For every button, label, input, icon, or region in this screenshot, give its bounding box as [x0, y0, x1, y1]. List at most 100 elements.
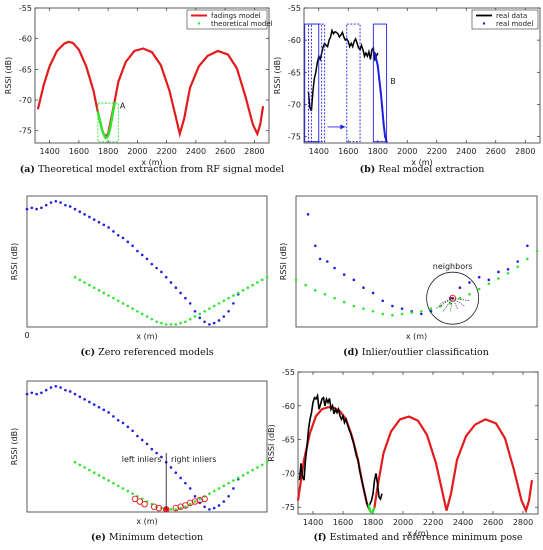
- blue-point: [136, 249, 139, 253]
- blue-point: [487, 278, 491, 282]
- blue-point: [150, 262, 154, 266]
- blue-point: [381, 299, 385, 303]
- x-tick-label: 2800: [515, 147, 535, 156]
- window-rect: [346, 23, 361, 143]
- green-point: [265, 460, 269, 464]
- x-tick-label: 1800: [98, 147, 118, 156]
- green-point: [131, 492, 134, 495]
- caption-text: Inlier/outlier classification: [359, 347, 489, 358]
- real-model-point: [381, 106, 384, 109]
- blue-point: [49, 386, 53, 389]
- green-point: [323, 292, 327, 296]
- y-axis-label: RSSI (dB): [10, 243, 19, 280]
- green-point: [217, 487, 221, 490]
- inlier-marker: [150, 503, 158, 511]
- blue-point: [400, 307, 404, 310]
- green-point: [174, 323, 178, 326]
- green-point: [232, 294, 235, 297]
- green-point: [333, 296, 336, 300]
- green-point: [131, 307, 134, 310]
- blue-point: [116, 419, 120, 422]
- green-point: [236, 476, 240, 480]
- shift-arrow-head: [340, 124, 346, 130]
- x-tick-label: 2600: [215, 147, 235, 156]
- blue-point: [371, 291, 375, 295]
- blue-point: [188, 302, 192, 305]
- x-axis-label: x (m): [136, 517, 157, 526]
- window-rect: [372, 23, 388, 143]
- blue-point: [326, 260, 329, 263]
- blue-point: [179, 291, 182, 295]
- y-tick-label: -55: [288, 4, 301, 13]
- x-axis-label: x (m): [406, 332, 427, 341]
- blue-point: [217, 319, 221, 322]
- green-point: [260, 463, 264, 467]
- green-point: [193, 315, 197, 318]
- green-point: [193, 500, 197, 503]
- y-tick-label: -55: [282, 368, 295, 377]
- blue-point: [203, 505, 206, 509]
- panel-b: 1400 1600 1800 2000 2200 2400 2600 2800 -55 -60 -6…: [273, 4, 541, 175]
- caption: (b) Real model extraction: [360, 164, 485, 175]
- annotation-neighbors: neighbors: [433, 262, 473, 271]
- green-point: [227, 481, 230, 485]
- blue-point: [458, 286, 462, 290]
- panel-c: 0 x (m) RSSI (dB) (c) Zero referenced model…: [10, 195, 269, 358]
- blue-point: [174, 286, 178, 290]
- x-tick-label: 2000: [127, 147, 147, 156]
- green-point: [97, 474, 101, 477]
- annotation-left-inliers: left inliers: [122, 455, 162, 464]
- axes-frame: [26, 380, 268, 513]
- y-tick-label: -60: [282, 402, 295, 411]
- green-point: [169, 323, 173, 326]
- green-point: [381, 312, 385, 316]
- green-point: [97, 289, 101, 292]
- blue-point: [83, 398, 86, 401]
- green-point: [73, 275, 77, 279]
- blue-point: [333, 266, 336, 270]
- x-tick-label: 2600: [486, 147, 506, 156]
- green-point: [88, 283, 91, 287]
- green-point: [313, 289, 317, 292]
- blue-point: [35, 392, 38, 396]
- inlier-marker: [172, 504, 180, 512]
- blue-point: [83, 213, 86, 216]
- blue-point: [184, 296, 187, 300]
- blue-point: [155, 266, 158, 270]
- x-tick-label: 2200: [423, 518, 443, 527]
- green-point: [256, 281, 259, 284]
- neighbor-link: [435, 297, 453, 309]
- blue-point: [40, 206, 43, 210]
- green-point: [121, 302, 125, 305]
- legend-label: theoretical model: [211, 20, 273, 28]
- caption: (c) Zero referenced models: [80, 347, 213, 358]
- blue-point: [506, 268, 510, 271]
- y-tick-label: -65: [282, 436, 295, 445]
- green-point: [155, 320, 158, 324]
- green-point: [212, 304, 216, 308]
- neighbor-link: [440, 297, 453, 304]
- green-point: [203, 309, 206, 313]
- blue-point: [140, 253, 144, 257]
- theoretical-point: [103, 135, 106, 138]
- blue-point: [203, 320, 206, 324]
- green-point: [342, 300, 346, 304]
- blue-point: [126, 240, 130, 244]
- blue-point: [164, 275, 168, 279]
- green-point: [174, 508, 178, 511]
- x-tick-label: 1400: [303, 518, 323, 527]
- x-axis-label: x (m): [141, 158, 162, 167]
- caption-letter: (c): [80, 347, 95, 358]
- green-point: [116, 484, 120, 488]
- blue-point: [420, 312, 423, 316]
- panel-d: x (m) RSSI (dB) (d) Inlier/outlier classif…: [279, 195, 539, 358]
- legend-swatch-real-model: [482, 22, 486, 25]
- real-model-point: [376, 64, 379, 67]
- blue-point: [155, 451, 158, 455]
- theoretical-point: [113, 102, 116, 105]
- x-tick-label: 1600: [69, 147, 89, 156]
- blue-point: [477, 275, 481, 279]
- green-point: [140, 312, 144, 316]
- blue-point: [169, 281, 173, 284]
